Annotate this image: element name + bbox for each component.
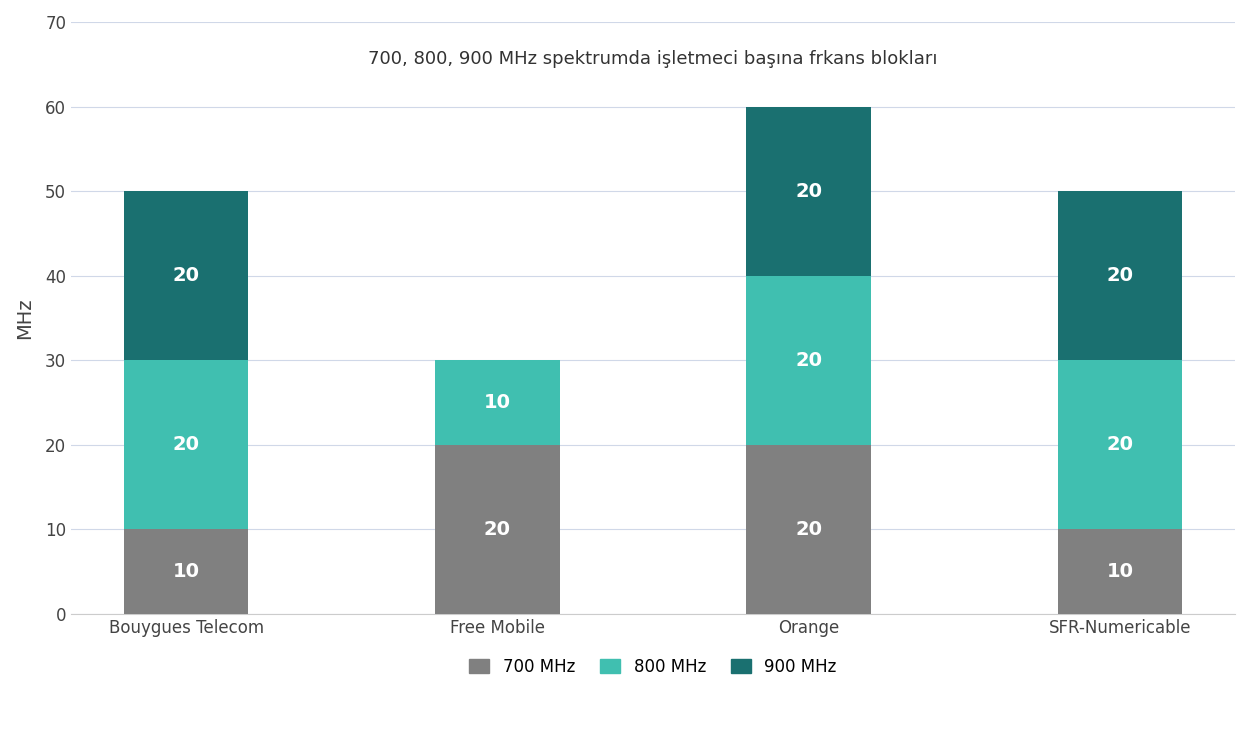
Bar	[435, 360, 560, 445]
Text: 10: 10	[484, 393, 511, 412]
Bar	[124, 529, 249, 614]
Text: 10: 10	[173, 562, 200, 581]
Bar	[746, 276, 871, 445]
Text: 20: 20	[1106, 266, 1134, 285]
Bar	[124, 191, 249, 360]
Text: 20: 20	[1106, 435, 1134, 454]
Legend: 700 MHz, 800 MHz, 900 MHz: 700 MHz, 800 MHz, 900 MHz	[462, 651, 844, 683]
Text: 10: 10	[1106, 562, 1134, 581]
Text: 20: 20	[173, 266, 200, 285]
Text: 20: 20	[795, 350, 822, 369]
Bar	[1058, 360, 1182, 529]
Bar	[746, 445, 871, 614]
Text: 700, 800, 900 MHz spektrumda işletmeci başına frkans blokları: 700, 800, 900 MHz spektrumda işletmeci b…	[369, 50, 938, 69]
Y-axis label: MHz: MHz	[15, 297, 34, 339]
Text: 20: 20	[484, 520, 511, 539]
Bar	[124, 360, 249, 529]
Bar	[435, 445, 560, 614]
Text: 20: 20	[795, 182, 822, 201]
Text: 20: 20	[173, 435, 200, 454]
Bar	[1058, 529, 1182, 614]
Bar	[1058, 191, 1182, 360]
Bar	[746, 107, 871, 276]
Text: 20: 20	[795, 520, 822, 539]
